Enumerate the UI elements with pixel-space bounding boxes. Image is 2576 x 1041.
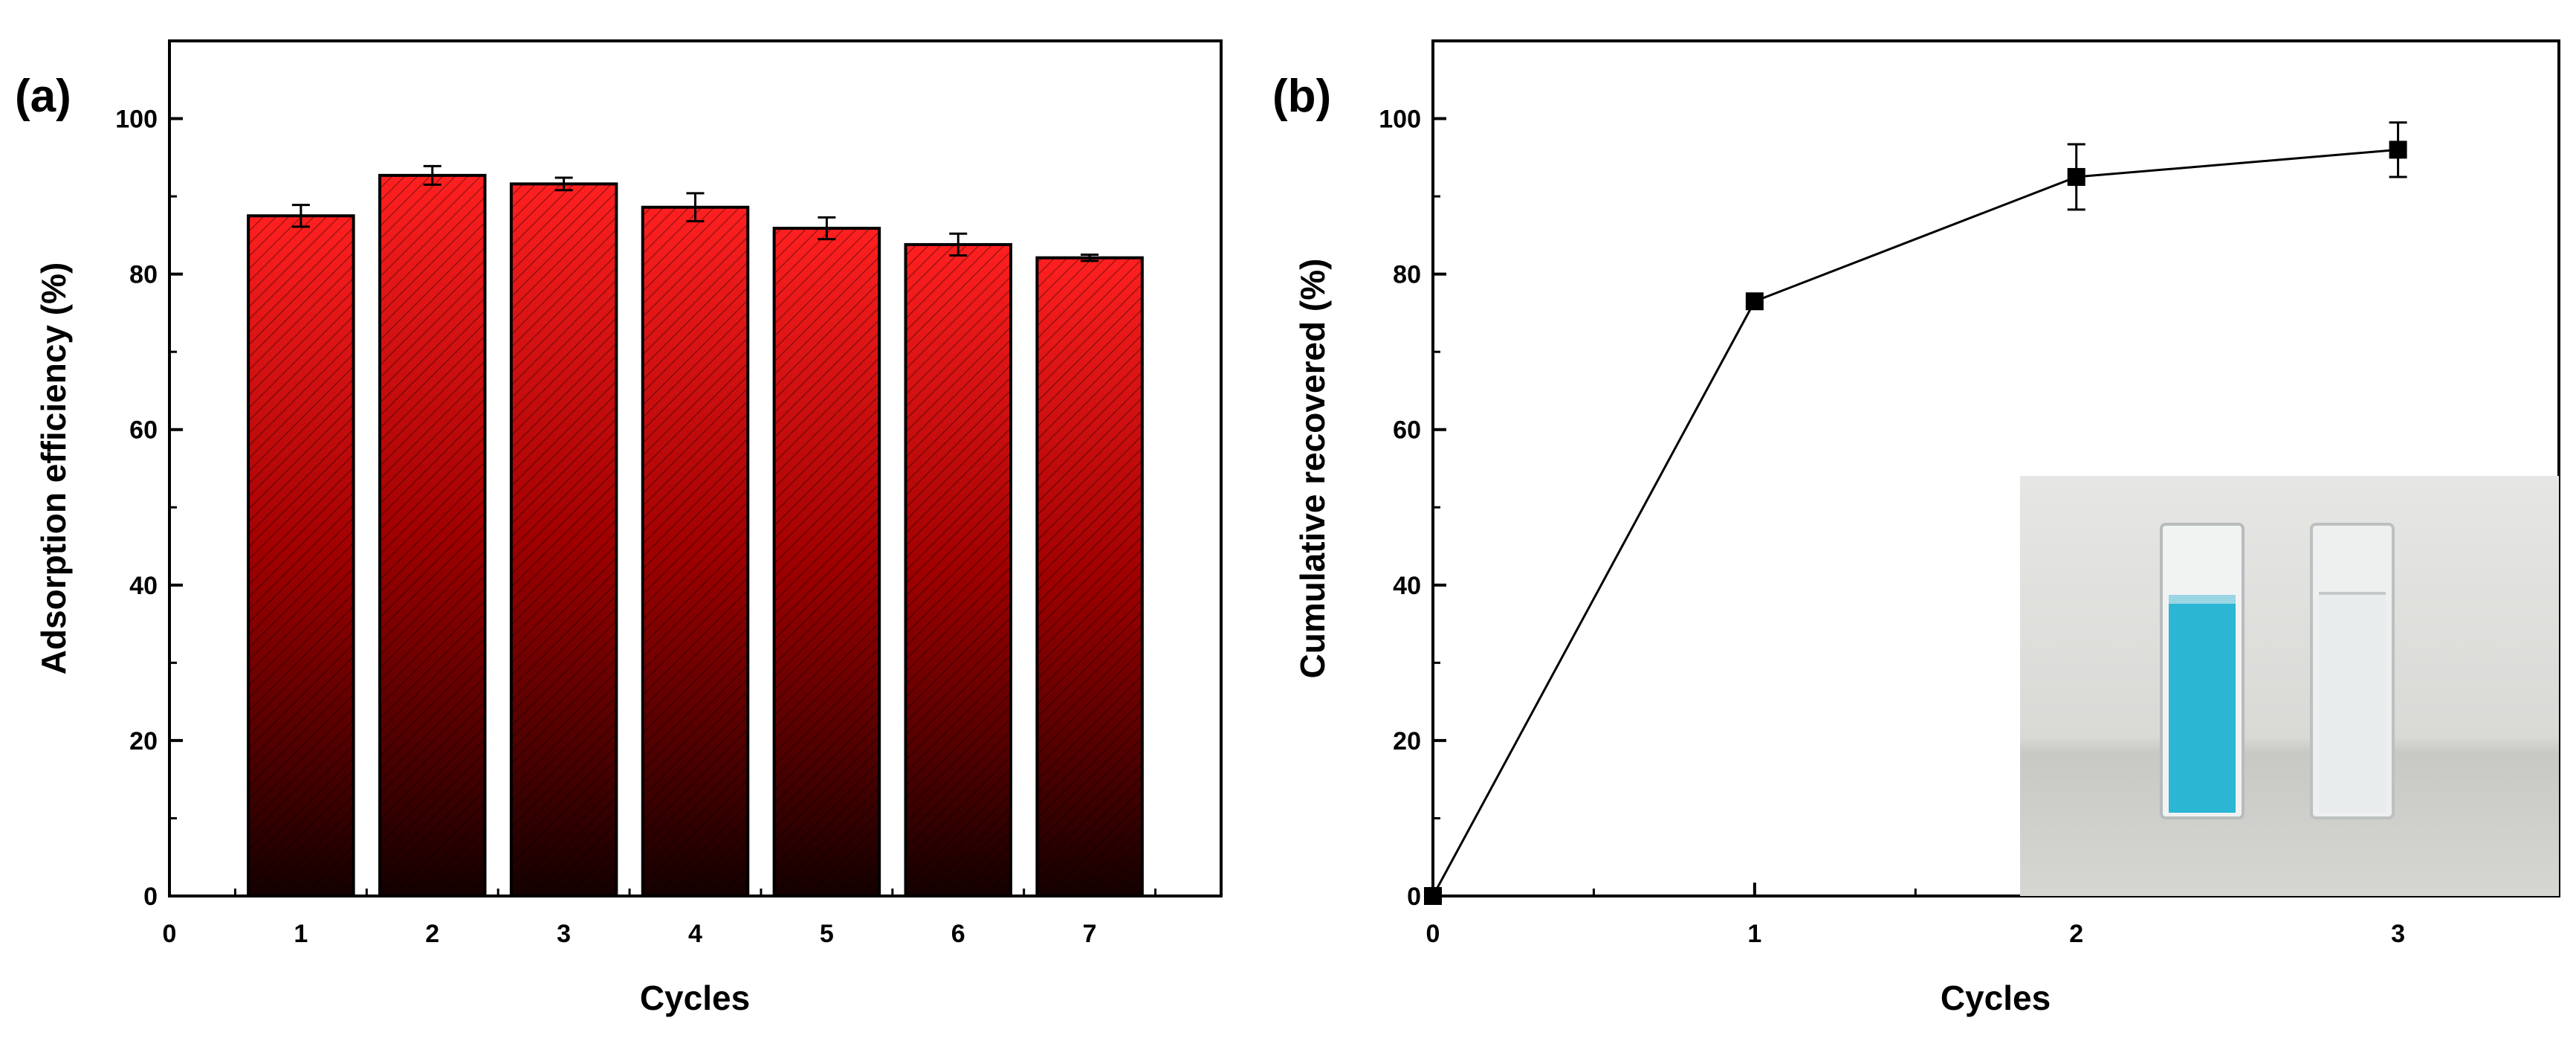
- panel-b-y-tick-label: 20: [1393, 727, 1421, 755]
- panel-a-x-tick-label: 3: [557, 920, 571, 948]
- panel-a-x-tick-label: 0: [163, 920, 177, 948]
- panel-b-label: (b): [1272, 71, 1331, 122]
- panel-b-x-tick-label: 2: [2069, 920, 2083, 948]
- panel-a-x-tick-label: 6: [951, 920, 965, 948]
- bar-hatch-cycle-6: [905, 244, 1011, 897]
- bar-hatch-cycle-7: [1037, 257, 1142, 896]
- panel-b-x-tick-label: 3: [2391, 920, 2405, 948]
- panel-a-x-tick-label: 5: [820, 920, 834, 948]
- panel-a-y-tick-label: 80: [129, 261, 158, 289]
- panel-b-y-tick-label: 80: [1393, 261, 1421, 289]
- bar-hatch-cycle-3: [511, 184, 617, 896]
- bar-hatch-cycle-4: [642, 207, 748, 896]
- data-point-1: [1745, 292, 1764, 311]
- bar-hatch-cycle-5: [774, 228, 880, 896]
- panel-b-y-tick-label: 100: [1379, 106, 1421, 134]
- panel-a-x-tick-label: 2: [425, 920, 439, 948]
- panel-b-y-tick-label: 60: [1393, 416, 1421, 445]
- panel-b-y-tick-label: 0: [1407, 883, 1421, 911]
- data-point-2: [2067, 167, 2085, 186]
- panel-a-x-tick-label: 1: [294, 920, 308, 948]
- panel-a-x-axis-title: Cycles: [640, 979, 750, 1017]
- inset-photo: [2020, 476, 2559, 896]
- panel-a-y-tick-label: 100: [115, 106, 158, 134]
- panel-a-y-axis-title: Adsorption efficiency (%): [34, 262, 73, 675]
- cuvette-blue: [2160, 523, 2245, 819]
- panel-b-y-tick-label: 40: [1393, 572, 1421, 600]
- panel-a-y-tick-label: 60: [129, 416, 158, 445]
- panel-a-y-tick-label: 40: [129, 572, 158, 600]
- panel-a-y-tick-label: 20: [129, 727, 158, 755]
- bar-hatch-cycle-1: [248, 216, 354, 896]
- bar-hatch-cycle-2: [380, 175, 485, 896]
- panel-b-x-tick-label: 1: [1747, 920, 1761, 948]
- data-point-3: [2389, 141, 2407, 159]
- panel-b-y-axis-title: Cumulative recovered (%): [1293, 259, 1332, 679]
- cuvette-clear: [2310, 523, 2395, 819]
- panel-b-line-chart: (b) Cycles Cumulative recovered (%) 0204…: [1272, 39, 2560, 1017]
- panel-a-bar-chart: (a) Cycles Adsorption efficiency (%) 020…: [15, 39, 1223, 1017]
- panel-a-x-tick-label: 7: [1083, 920, 1097, 948]
- panel-a-label: (a): [15, 71, 71, 122]
- panel-a-y-tick-label: 0: [143, 883, 158, 911]
- series-line: [1431, 148, 2398, 897]
- panel-b-x-tick-label: 0: [1426, 920, 1440, 948]
- panel-b-x-axis-title: Cycles: [1941, 979, 2051, 1017]
- panel-b-plot-frame: [1431, 39, 2560, 897]
- data-point-0: [1424, 887, 1442, 905]
- panel-a-x-tick-label: 4: [688, 920, 702, 948]
